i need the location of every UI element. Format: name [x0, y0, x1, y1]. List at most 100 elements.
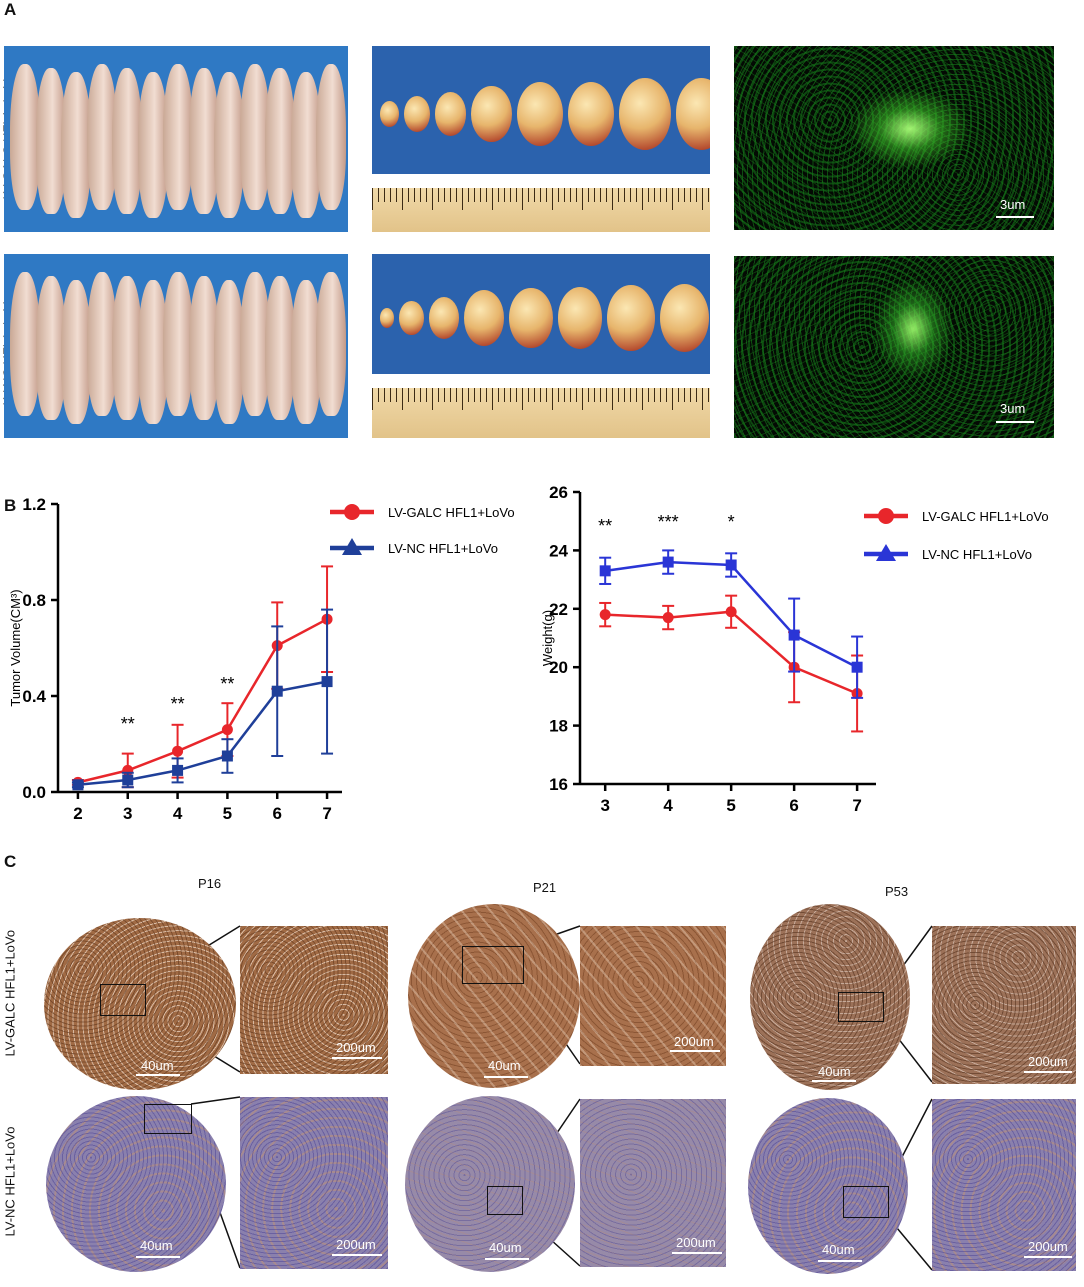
scale-bar	[332, 1254, 382, 1256]
mouse	[163, 272, 193, 416]
mice-photo-nc	[4, 254, 348, 438]
mouse	[10, 272, 40, 416]
x-tick-label: 6	[272, 804, 281, 823]
data-point	[662, 556, 674, 568]
panel-c-letter: C	[4, 852, 17, 871]
panel-c-row-label-nc: LV-NC HFL1+LoVo	[2, 1126, 18, 1237]
column-title-p21: P21	[533, 880, 557, 895]
mouse	[35, 276, 66, 420]
x-tick-label: 2	[73, 804, 82, 823]
mouse	[239, 272, 270, 416]
panel-b-letter: B	[4, 496, 17, 515]
scale-bar-label: 200um	[674, 1034, 714, 1049]
y-axis-label: Tumor Volume(CM³)	[8, 589, 23, 706]
mouse	[214, 280, 244, 424]
x-tick-label: 3	[123, 804, 132, 823]
zoom-region-box	[838, 992, 884, 1022]
mouse	[112, 68, 142, 214]
mouse	[35, 68, 66, 214]
tumor	[607, 285, 655, 351]
scale-bar	[818, 1260, 862, 1262]
tumor	[380, 308, 395, 328]
scale-bar-label: 3um	[1000, 401, 1026, 416]
zoom-region-box	[843, 1186, 889, 1218]
data-point	[599, 565, 611, 577]
legend-marker	[878, 508, 894, 524]
tumor	[380, 101, 399, 127]
data-point	[725, 559, 737, 571]
mouse	[61, 280, 91, 424]
scale-bar-label: 200um	[1028, 1054, 1068, 1069]
mice-photo-galc	[4, 46, 348, 232]
y-tick-label: 22	[549, 600, 568, 619]
y-tick-label: 24	[549, 541, 568, 560]
scale-bar	[1024, 1256, 1072, 1258]
x-tick-label: 7	[322, 804, 331, 823]
mouse	[112, 276, 142, 420]
tumor-photo-nc	[372, 254, 710, 374]
ihc-zoom-p16-nc: 200um	[240, 1097, 388, 1269]
mouse	[86, 272, 117, 416]
tumor	[557, 287, 603, 349]
tumor-volume-chart: 0.0 0.4 0.8 1.2 2 3 4 5 6 7 Tumor Volume(CM³) LV-GA…	[8, 495, 515, 823]
data-point	[72, 779, 84, 791]
tumor	[434, 92, 467, 136]
x-tick-label: 3	[600, 796, 609, 815]
ihc-zoom-p21-nc: 200um	[580, 1099, 726, 1267]
scale-bar	[332, 1057, 382, 1059]
ihc-overview-p16-nc: 40um	[46, 1096, 226, 1272]
y-tick-label: 20	[549, 658, 568, 677]
significance-annotation: **	[598, 516, 612, 536]
y-tick-label: 1.2	[22, 495, 46, 514]
tumor	[464, 290, 505, 346]
data-point	[662, 612, 674, 624]
x-tick-label: 4	[173, 804, 183, 823]
mouse	[10, 64, 40, 210]
tumor	[509, 288, 553, 348]
x-tick-label: 5	[223, 804, 232, 823]
scale-bar	[485, 1258, 529, 1260]
scale-bar	[136, 1074, 180, 1076]
weight-chart: 16 18 20 22 24 26 3 4 5 6 7 Weight(g) LV-GALC HFL1+L…	[540, 483, 1049, 815]
ihc-overview-p16-galc: 40um	[44, 918, 236, 1090]
scale-bar-label: 40um	[818, 1064, 851, 1079]
legend-label: LV-GALC HFL1+LoVo	[922, 509, 1049, 524]
mouse	[61, 72, 91, 218]
legend-marker	[876, 544, 896, 561]
fluorescence-image-galc: 3um	[734, 46, 1054, 230]
tumor	[399, 301, 424, 335]
mouse	[163, 64, 193, 210]
scale-bar	[812, 1080, 856, 1082]
y-tick-label: 0.8	[22, 591, 46, 610]
ihc-zoom-p21-galc: 200um	[580, 926, 726, 1066]
series-line	[77, 680, 328, 787]
ihc-overview-p53-nc: 40um	[748, 1098, 908, 1274]
panel-c-row-label-galc: LV-GALC HFL1+LoVo	[2, 929, 18, 1057]
significance-annotation: ***	[658, 512, 679, 532]
significance-annotation: **	[171, 694, 185, 714]
y-tick-label: 26	[549, 483, 568, 502]
data-point	[599, 609, 611, 621]
data-point	[851, 661, 863, 673]
mouse	[188, 68, 219, 214]
tumor	[471, 86, 512, 142]
ihc-overview-p53-galc: 40um	[750, 904, 910, 1090]
data-point	[172, 764, 184, 776]
mouse	[188, 276, 219, 420]
scale-bar-label: 3um	[1000, 197, 1026, 212]
scale-bar-label: 40um	[488, 1058, 521, 1073]
tumor	[403, 96, 430, 132]
tumor	[618, 78, 671, 150]
x-tick-label: 4	[663, 796, 673, 815]
ihc-zoom-p16-galc: 200um	[240, 926, 388, 1074]
mouse	[290, 280, 321, 424]
scale-bar	[672, 1252, 722, 1254]
data-point	[788, 629, 800, 641]
tumor	[516, 82, 563, 146]
column-title-p53: P53	[885, 884, 909, 899]
scale-bar-label: 200um	[336, 1040, 376, 1055]
zoom-region-box	[144, 1104, 192, 1134]
data-point	[725, 606, 737, 618]
mouse	[265, 68, 295, 214]
data-point	[271, 685, 283, 697]
